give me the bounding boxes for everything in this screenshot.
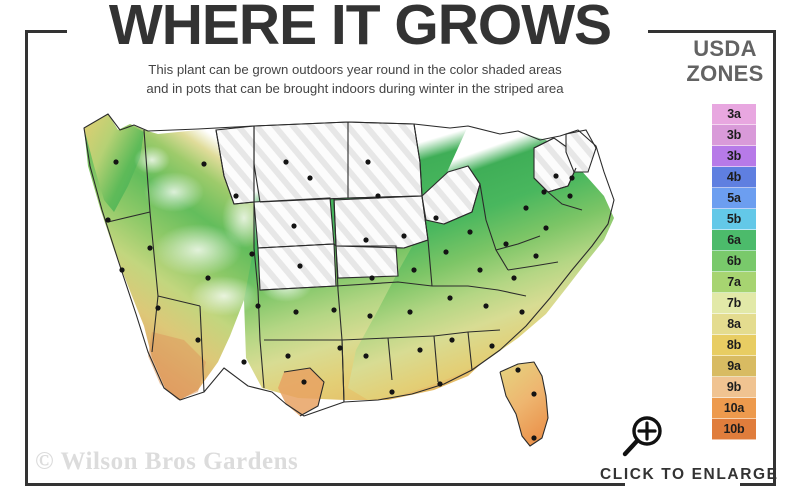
subtitle-line-2: and in pots that can be brought indoors … — [146, 81, 564, 96]
legend-swatch-6a-6: 6a — [712, 230, 756, 251]
map-image[interactable] — [48, 100, 648, 460]
legend-swatch-10a-14: 10a — [712, 398, 756, 419]
legend-swatch-3a-0: 3a — [712, 104, 756, 125]
region-southwest-warm — [148, 332, 206, 400]
usa-zone-map-svg[interactable] — [48, 100, 648, 460]
subtitle-line-1: This plant can be grown outdoors year ro… — [148, 62, 562, 77]
frame-left-segment — [25, 30, 28, 486]
legend-swatch-9a-12: 9a — [712, 356, 756, 377]
legend-swatch-6b-7: 6b — [712, 251, 756, 272]
legend-swatch-10b-15: 10b — [712, 419, 756, 440]
region-florida — [500, 362, 548, 446]
frame-top-left-segment — [25, 30, 67, 33]
legend-swatch-5a-4: 5a — [712, 188, 756, 209]
legend-swatch-4b-3: 4b — [712, 167, 756, 188]
legend-heading-line-1: USDA — [693, 36, 757, 61]
legend-swatch-3b-1: 3b — [712, 125, 756, 146]
map-landmass — [83, 113, 615, 447]
state-borders — [83, 113, 615, 447]
subtitle: This plant can be grown outdoors year ro… — [45, 60, 665, 98]
city-dots — [105, 159, 575, 441]
frame-right-segment — [773, 30, 776, 486]
usda-zone-legend: 3a 3b 3b 4b 5a 5b 6a 6b 7a 7b 8a 8b 9a 9b 10a 10b — [712, 104, 756, 440]
legend-swatch-5b-5: 5b — [712, 209, 756, 230]
legend-swatch-3b-2: 3b — [712, 146, 756, 167]
region-texas-warm — [278, 368, 324, 416]
page-title: WHERE IT GROWS — [108, 0, 612, 57]
watermark-credit: © Wilson Bros Gardens — [35, 448, 299, 475]
legend-swatch-7b-9: 7b — [712, 293, 756, 314]
frame-bottom-left-segment — [25, 483, 625, 486]
legend-swatch-7a-8: 7a — [712, 272, 756, 293]
frame-top-right-segment — [648, 30, 776, 33]
legend-swatch-8b-11: 8b — [712, 335, 756, 356]
legend-heading: USDA ZONES — [672, 36, 778, 86]
legend-heading-line-2: ZONES — [686, 61, 764, 86]
legend-swatch-9b-13: 9b — [712, 377, 756, 398]
magnifier-plus-icon[interactable] — [620, 414, 666, 460]
frame-bottom-right-segment — [740, 483, 776, 486]
click-to-enlarge-label[interactable]: CLICK TO ENLARGE — [600, 466, 779, 483]
region-east-colored — [348, 126, 614, 400]
legend-swatch-8a-10: 8a — [712, 314, 756, 335]
